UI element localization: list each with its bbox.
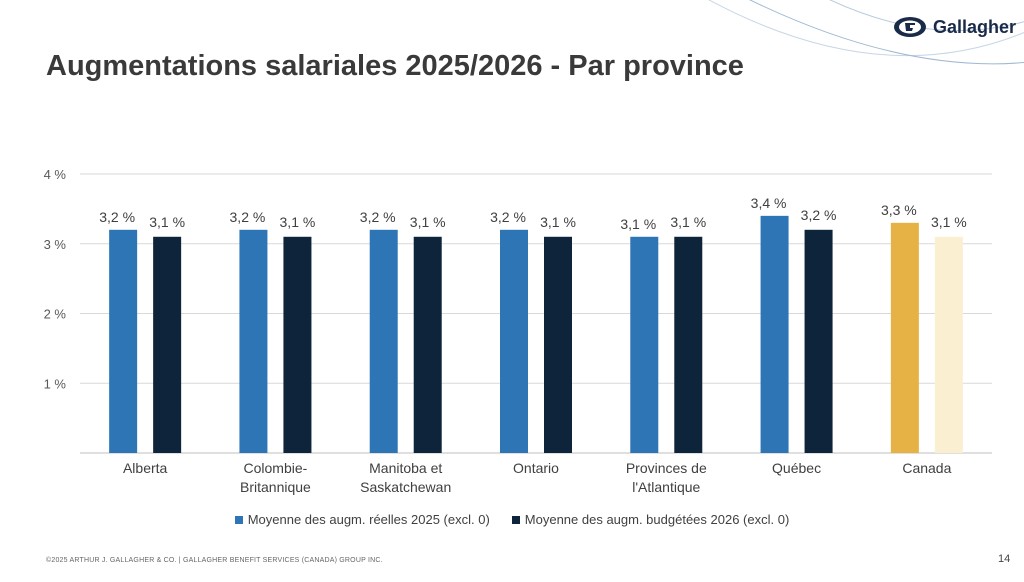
x-category-label: Ontario bbox=[513, 460, 559, 476]
bar-budget-2026 bbox=[153, 236, 182, 453]
legend-item-actual: Moyenne des augm. réelles 2025 (excl. 0) bbox=[234, 512, 490, 527]
bar-budget-2026 bbox=[413, 236, 442, 453]
bar-budget-2026 bbox=[804, 229, 833, 453]
y-tick-label: 2 % bbox=[44, 307, 67, 322]
data-label: 3,1 % bbox=[670, 214, 706, 230]
legend-label-budget: Moyenne des augm. budgétées 2026 (excl. … bbox=[524, 512, 790, 527]
y-tick-label: 1 % bbox=[44, 376, 67, 391]
bar-actual-2025 bbox=[630, 236, 659, 453]
page-title: Augmentations salariales 2025/2026 - Par… bbox=[46, 50, 744, 82]
bar-actual-2025 bbox=[500, 229, 528, 453]
data-label: 3,2 % bbox=[360, 209, 396, 225]
x-category-label: Saskatchewan bbox=[360, 479, 451, 495]
chart-legend: Moyenne des augm. réelles 2025 (excl. 0)… bbox=[0, 512, 1024, 527]
data-label: 3,1 % bbox=[620, 216, 656, 232]
bar-actual-2025 bbox=[239, 229, 268, 453]
x-category-label: Canada bbox=[902, 460, 951, 476]
data-label: 3,4 % bbox=[751, 195, 787, 211]
page-number: 14 bbox=[998, 553, 1011, 565]
legend-swatch-actual bbox=[234, 515, 243, 524]
bar-actual-2025 bbox=[109, 229, 138, 453]
data-label: 3,2 % bbox=[230, 209, 266, 225]
x-category-label: l'Atlantique bbox=[632, 479, 700, 495]
gallagher-g-icon bbox=[894, 17, 926, 37]
x-category-label: Québec bbox=[772, 460, 821, 476]
footer-copyright: ©2025 ARTHUR J. GALLAGHER & CO. | GALLAG… bbox=[46, 557, 383, 564]
x-category-label: Provinces de bbox=[626, 460, 707, 476]
legend-item-budget: Moyenne des augm. budgétées 2026 (excl. … bbox=[511, 512, 790, 527]
data-label: 3,1 % bbox=[280, 214, 316, 230]
data-label: 3,1 % bbox=[540, 214, 576, 230]
x-category-label: Alberta bbox=[123, 460, 168, 476]
x-category-label: Manitoba et bbox=[369, 460, 442, 476]
data-label: 3,2 % bbox=[801, 207, 837, 223]
data-label: 3,2 % bbox=[99, 209, 135, 225]
bar-budget-2026 bbox=[544, 236, 572, 453]
data-label: 3,1 % bbox=[410, 214, 446, 230]
data-label: 3,1 % bbox=[931, 214, 967, 230]
bar-budget-2026 bbox=[283, 236, 312, 453]
bar-actual-2025 bbox=[760, 215, 789, 453]
bar-budget-2026 bbox=[934, 236, 963, 453]
legend-swatch-budget bbox=[511, 515, 520, 524]
legend-label-actual: Moyenne des augm. réelles 2025 (excl. 0) bbox=[247, 512, 490, 527]
data-label: 3,3 % bbox=[881, 202, 917, 218]
bar-actual-2025 bbox=[369, 229, 398, 453]
bar-budget-2026 bbox=[674, 236, 703, 453]
x-category-label: Colombie- bbox=[244, 460, 308, 476]
bar-actual-2025 bbox=[890, 222, 919, 453]
x-category-label: Britannique bbox=[240, 479, 311, 495]
gallagher-logo: Gallagher bbox=[893, 14, 1016, 40]
data-label: 3,2 % bbox=[490, 209, 526, 225]
data-label: 3,1 % bbox=[149, 214, 185, 230]
y-tick-label: 4 % bbox=[44, 167, 67, 182]
logo-text: Gallagher bbox=[933, 16, 1017, 37]
y-tick-label: 3 % bbox=[44, 237, 67, 252]
